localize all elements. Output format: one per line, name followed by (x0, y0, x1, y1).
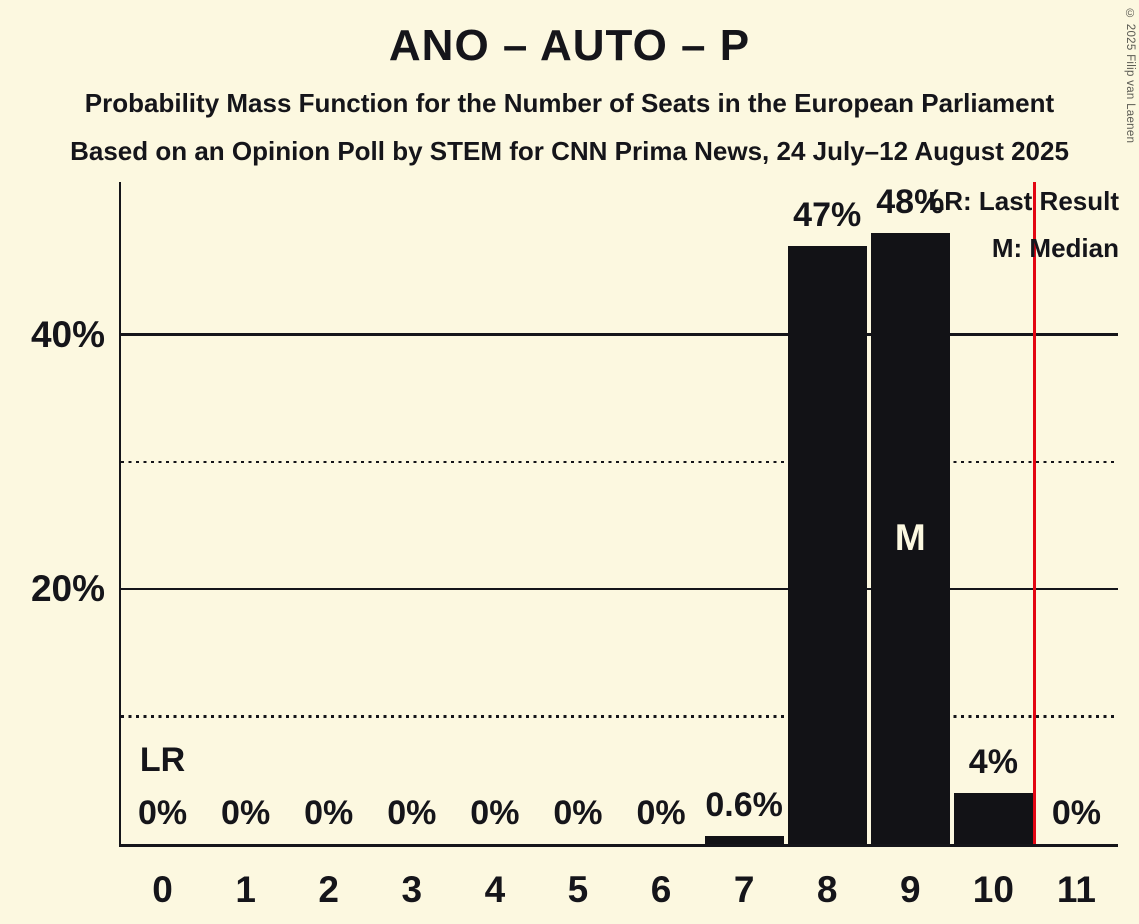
gridline-40pct (121, 333, 1118, 336)
gridline-30pct (121, 460, 1118, 464)
chart-subtitle-line2: Based on an Opinion Poll by STEM for CNN… (70, 136, 1069, 166)
x-axis-label-3: 3 (401, 869, 423, 910)
y-axis-label-20: 20% (30, 568, 105, 610)
bar-value-label-seat-3: 0% (387, 794, 437, 832)
bar-value-label-seat-1: 0% (221, 794, 271, 832)
x-axis-label-4: 4 (484, 869, 506, 910)
x-axis-label-1: 1 (235, 869, 256, 910)
last-result-line (1033, 182, 1037, 844)
x-axis-label-2: 2 (318, 869, 339, 910)
bar-seat-9 (870, 232, 950, 844)
bar-value-label-seat-8: 47% (793, 195, 862, 234)
page-title: ANO – AUTO – P (388, 21, 751, 70)
last-result-marker-label: LR (139, 741, 186, 779)
x-axis-label-7: 7 (733, 869, 755, 910)
y-axis-label-40: 40% (30, 313, 105, 355)
median-marker-label: M (894, 517, 926, 559)
bar-value-label-seat-2: 0% (304, 794, 354, 832)
bar-value-label-seat-4: 0% (470, 794, 520, 832)
bar-value-label-seat-0: 0% (137, 794, 188, 832)
bar-value-label-seat-5: 0% (553, 794, 603, 832)
x-axis-label-6: 6 (650, 869, 672, 910)
bar-value-label-seat-9: 48% (876, 182, 945, 221)
bar-value-label-seat-7: 0.6% (705, 786, 783, 825)
x-axis-label-5: 5 (567, 869, 589, 910)
x-axis-label-8: 8 (816, 869, 838, 910)
bar-seat-8 (787, 245, 867, 844)
bar-seat-10 (953, 793, 1033, 844)
legend-last-result-label: LR: Last Result (928, 186, 1119, 216)
x-axis-label-11: 11 (1056, 869, 1096, 910)
bar-value-label-seat-10: 4% (968, 743, 1018, 782)
gridline-10pct (121, 715, 1118, 718)
gridline-20pct (121, 587, 1118, 591)
bar-value-label-seat-11: 0% (1051, 794, 1102, 832)
chart-subtitle-line1: Probability Mass Function for the Number… (84, 88, 1055, 118)
bar-seat-7 (704, 836, 784, 844)
copyright-notice: © 2025 Filip van Laenen (1124, 8, 1136, 144)
x-axis-label-0: 0 (152, 869, 173, 910)
legend-median-label: M: Median (991, 233, 1119, 263)
bar-value-label-seat-6: 0% (636, 794, 686, 832)
chart-legend: LR: Last Result M: Median (928, 178, 1119, 272)
x-axis-label-10: 10 (972, 869, 1014, 910)
plot-area: 0% 0% 0% 0% 0% 0% 0% 0.6% 47% 48% 4% 0% LR M (119, 182, 1118, 847)
x-axis-label-9: 9 (900, 869, 921, 910)
